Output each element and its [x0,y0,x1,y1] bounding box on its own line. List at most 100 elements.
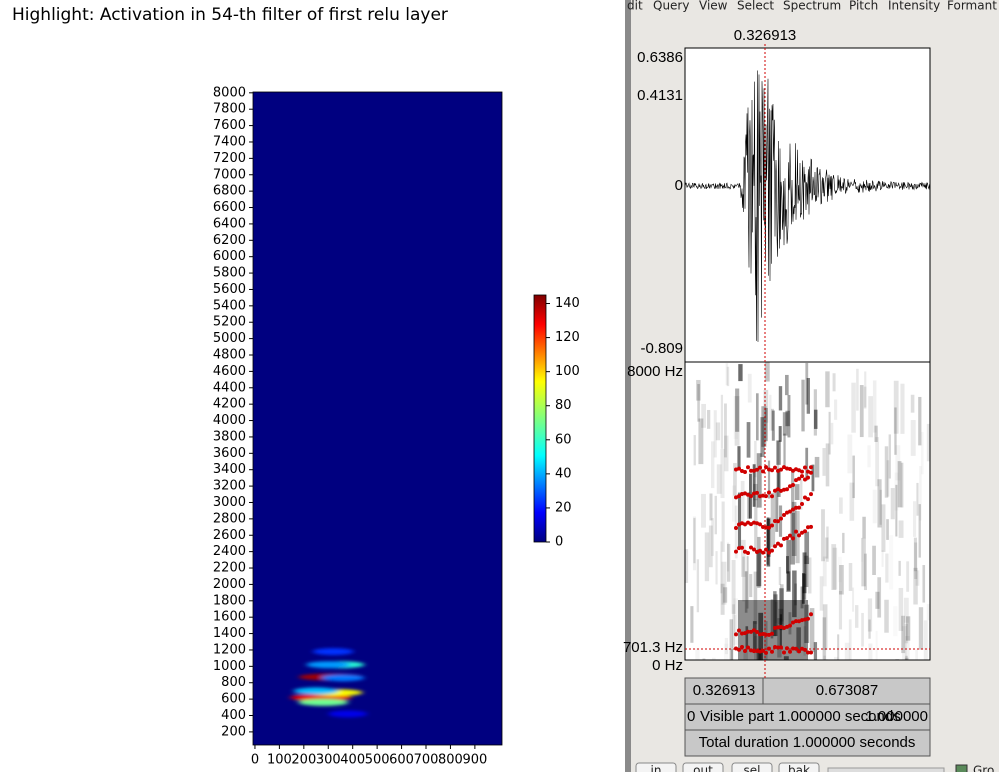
spectrogram-streak [881,504,886,552]
formant-dot [782,536,786,541]
spectrogram-streak [900,383,905,434]
formant-dot [773,519,777,524]
y-tick-label: 2200 [213,561,246,576]
spectrogram-streak [738,364,743,382]
spectrogram-streak [856,368,859,411]
spectrogram-streak [795,510,800,564]
spectrogram-streak [734,396,740,446]
menu-item[interactable]: Spectrum [783,0,841,13]
spectrogram-streak [852,455,855,499]
formant-dot [773,645,777,650]
spectrogram-streak [897,461,902,508]
spectrogram-streak [757,536,761,588]
spectrogram-streak [785,374,789,396]
spectrogram-streak [763,389,769,423]
spectrogram-streak [872,545,876,575]
y-tick-label: 1200 [213,642,246,657]
spectrogram-streak [914,542,918,580]
spectrogram-streak [800,586,804,609]
menu-item[interactable]: Pitch [849,0,878,13]
visible-box[interactable] [684,703,931,731]
heat-cells [289,648,368,718]
button[interactable] [635,762,677,772]
menu-item[interactable]: Formant [947,0,997,13]
x-tick-label: 900 [462,753,487,768]
spectrogram-streak [743,649,748,660]
scrollbar[interactable] [827,767,945,772]
button-label[interactable]: bak [788,764,810,772]
button-label[interactable]: out [693,764,713,772]
spectrogram-streak [708,525,713,568]
formant-dot [809,492,813,497]
spectrogram-streak [913,501,917,537]
menu-item[interactable]: dit [627,0,643,13]
spectrogram-streak [753,571,758,625]
spectrogram-streak [868,619,871,639]
formant-dot [758,649,762,654]
formant-dot [785,466,789,471]
spectrogram-streak [724,637,729,655]
menu-item[interactable]: Intensity [888,0,940,13]
spectrogram-streak [847,434,853,474]
spectrogram-streak [764,621,768,660]
formant-dot [746,520,750,525]
spectrogram-streak [918,396,922,446]
spectrogram-streak [809,608,815,653]
spectrogram-streak [906,561,910,592]
spectrogram-streak [702,658,706,660]
spectrogram-streak [848,562,853,591]
formant-dot [767,467,771,472]
colorbar-tick-label: 140 [555,296,580,311]
spectrogram-streak [752,621,757,652]
heatmap: 2004006008001000120014001600180020002200… [213,85,580,767]
formant-dot [737,466,741,471]
formant-dot [788,623,792,628]
spectrogram-streak [707,409,711,429]
spectrogram-streak [867,445,870,467]
x-tick-label: 100 [267,753,292,768]
button-label[interactable]: sel [744,764,761,772]
menu-item[interactable]: Query [653,0,689,13]
button-label[interactable]: in [651,764,662,772]
spectrogram-streak [805,362,809,405]
formant-dot [794,646,798,651]
formant-dot [797,505,801,510]
button[interactable] [731,762,773,772]
spectrogram-streak [732,604,736,649]
formant-dot [776,487,780,492]
spectrogram-streak [697,384,700,422]
menu-item[interactable]: View [699,0,728,13]
spectrogram-streak [764,362,770,382]
spectrogram-streak [783,433,786,466]
y-tick-label: 4800 [213,348,246,363]
formant-dot [809,650,813,655]
total-box[interactable] [684,729,931,757]
formant-dot [779,516,783,521]
spectrogram-streak [868,643,873,660]
y-tick-label: 5600 [213,282,246,297]
menu-item[interactable]: Select [737,0,774,13]
formant-dot [794,529,798,534]
spectrogram-streak [779,584,784,622]
formant-dot [752,491,756,496]
formant-dot [791,482,795,487]
freq-cursor: 701.3 Hz [623,639,683,656]
spectrogram-streak [913,567,918,605]
spectrogram-streak [690,606,694,643]
button[interactable] [682,762,724,772]
spectrogram-streak [787,395,791,438]
spectrogram-streak [813,409,818,429]
spectrogram-streak [863,553,868,591]
formant-dot [797,468,801,473]
spectrogram-streak [807,557,812,594]
spectrogram-streak [895,484,898,537]
checkbox[interactable] [955,764,968,772]
y-tick-label: 4200 [213,397,246,412]
spectrogram-streak [742,556,745,602]
spectrogram-streak [721,501,725,552]
button[interactable] [778,762,820,772]
formant-dot [746,465,750,470]
formant-dot [794,619,798,624]
formant-dot [785,510,789,515]
spectrogram-streak [851,382,856,433]
